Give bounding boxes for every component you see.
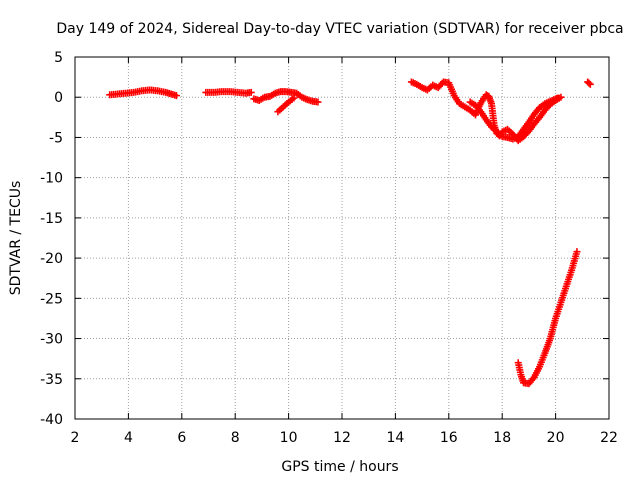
y-tick-label: -20 xyxy=(40,251,63,267)
y-tick-label: -5 xyxy=(49,130,63,146)
x-tick-label: 14 xyxy=(386,430,404,446)
y-tick-label: -30 xyxy=(40,332,63,348)
x-axis-label: GPS time / hours xyxy=(281,459,398,475)
data-point xyxy=(172,92,180,100)
data-point xyxy=(586,80,594,88)
y-tick-labels: 5 0 -5 -10 -15 -20 -25 -30 -35 -40 xyxy=(40,50,63,428)
x-tick-label: 2 xyxy=(71,430,80,446)
y-tick-label: -10 xyxy=(40,171,63,187)
y-tick-label: -25 xyxy=(40,291,63,307)
data-point xyxy=(554,94,562,102)
data-point xyxy=(585,79,593,87)
x-tick-label: 4 xyxy=(124,430,133,446)
data-point xyxy=(573,248,581,256)
data-point xyxy=(247,88,255,96)
x-tick-label: 22 xyxy=(600,430,618,446)
y-tick-label: -35 xyxy=(40,372,63,388)
data-markers xyxy=(106,78,594,388)
x-tick-label: 16 xyxy=(440,430,458,446)
chart-title: Day 149 of 2024, Sidereal Day-to-day VTE… xyxy=(56,21,623,37)
x-tick-label: 18 xyxy=(493,430,511,446)
data-point xyxy=(314,98,322,106)
x-tick-label: 12 xyxy=(333,430,351,446)
y-tick-label: -15 xyxy=(40,211,63,227)
axis-ticks xyxy=(74,56,610,420)
x-tick-label: 10 xyxy=(280,430,298,446)
y-axis-label: SDTVAR / TECUs xyxy=(8,181,24,296)
y-tick-label: 5 xyxy=(54,50,63,66)
y-tick-label: 0 xyxy=(54,90,63,106)
x-tick-labels: 2 4 6 8 10 12 14 16 18 20 22 xyxy=(71,430,618,446)
x-tick-label: 20 xyxy=(547,430,565,446)
x-tick-label: 8 xyxy=(231,430,240,446)
y-tick-label: -40 xyxy=(40,412,63,428)
x-tick-label: 6 xyxy=(177,430,186,446)
data-point xyxy=(290,94,298,102)
grid-lines xyxy=(75,57,609,419)
